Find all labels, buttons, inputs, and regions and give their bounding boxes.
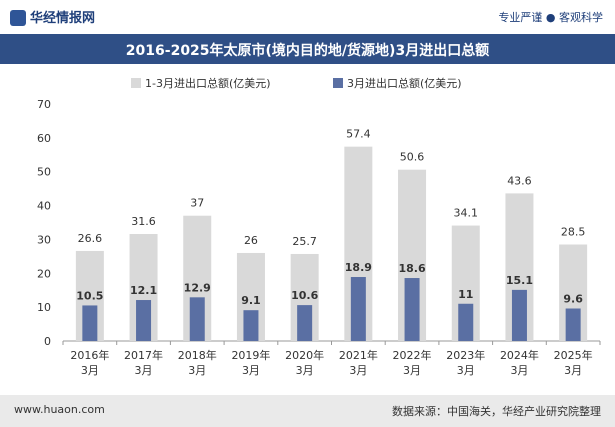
brand[interactable]: 华经情报网	[10, 7, 95, 27]
y-tick-label: 70	[37, 98, 51, 111]
x-tick-label: 3月	[188, 364, 206, 377]
legend-label-march: 3月进出口总额(亿美元)	[347, 76, 462, 90]
y-tick-label: 50	[37, 166, 51, 179]
data-label-march: 10.5	[76, 289, 103, 302]
data-label-march: 10.6	[291, 289, 318, 302]
bar-march	[350, 277, 366, 341]
x-tick-label: 3月	[457, 364, 475, 377]
x-tick-label: 3月	[242, 364, 260, 377]
y-tick-label: 60	[37, 132, 51, 145]
x-tick-label: 2018年	[178, 348, 217, 362]
data-label-march: 15.1	[506, 274, 533, 287]
x-tick-label: 3月	[510, 364, 528, 377]
x-tick-label: 2020年	[285, 348, 324, 362]
data-label-total: 43.6	[507, 174, 532, 187]
x-tick-label: 2023年	[446, 348, 485, 362]
data-label-total: 26	[244, 234, 258, 247]
title-bar: 2016-2025年太原市(境内目的地/货源地)3月进出口总额	[0, 34, 615, 64]
x-tick-label: 3月	[81, 364, 99, 377]
x-tick-label: 2025年	[554, 348, 593, 362]
bar-march	[511, 289, 527, 341]
y-tick-label: 30	[37, 233, 51, 246]
data-label-march: 9.1	[241, 294, 261, 307]
chart-title: 2016-2025年太原市(境内目的地/货源地)3月进出口总额	[125, 43, 490, 59]
x-tick-label: 2017年	[124, 348, 163, 362]
data-label-march: 12.1	[130, 284, 157, 297]
bar-march	[458, 303, 474, 341]
bar-march	[243, 310, 259, 341]
brand-name: 华经情报网	[30, 11, 96, 26]
footer-url[interactable]: www.huaon.com	[14, 403, 105, 416]
brand-logo-icon	[10, 9, 26, 26]
data-label-march: 9.6	[563, 292, 583, 305]
legend-swatch-march	[333, 78, 343, 88]
data-label-total: 26.6	[78, 232, 103, 245]
x-tick-label: 3月	[403, 364, 421, 377]
x-tick-label: 2022年	[393, 348, 432, 362]
data-label-total: 50.6	[400, 151, 425, 164]
y-tick-label: 20	[37, 267, 51, 280]
x-tick-label: 2019年	[231, 348, 270, 362]
data-label-total: 25.7	[292, 235, 317, 248]
slogan: 专业严谨 ● 客观科学	[498, 11, 603, 24]
x-tick-label: 3月	[564, 364, 582, 377]
bar-march	[82, 305, 98, 341]
bar-march	[189, 297, 205, 341]
data-label-total: 37	[190, 197, 204, 210]
y-tick-label: 10	[37, 301, 51, 314]
data-label-march: 18.6	[398, 262, 425, 275]
x-tick-label: 3月	[296, 364, 314, 377]
bar-march	[404, 278, 420, 341]
data-label-march: 11	[458, 288, 473, 301]
data-label-total: 28.5	[561, 226, 586, 239]
data-label-total: 57.4	[346, 128, 371, 141]
x-tick-label: 2016年	[70, 348, 109, 362]
legend-label-total: 1-3月进出口总额(亿美元)	[145, 76, 271, 90]
bar-march	[565, 308, 581, 341]
data-label-march: 12.9	[184, 281, 211, 294]
bar-march	[136, 300, 152, 341]
data-label-total: 34.1	[454, 207, 479, 220]
x-tick-label: 2024年	[500, 348, 539, 362]
data-label-total: 31.6	[131, 215, 156, 228]
footer-source: 数据来源：中国海关，华经产业研究院整理	[392, 405, 601, 418]
legend-swatch-total	[131, 78, 141, 88]
bar-march	[297, 305, 313, 341]
y-tick-label: 0	[44, 335, 51, 348]
top-bar: 华经情报网 专业严谨 ● 客观科学	[0, 0, 615, 34]
x-tick-label: 2021年	[339, 348, 378, 362]
x-tick-label: 3月	[349, 364, 367, 377]
x-tick-label: 3月	[135, 364, 153, 377]
data-label-march: 18.9	[345, 261, 372, 274]
y-tick-label: 40	[37, 200, 51, 213]
chart: 1-3月进出口总额(亿美元) 3月进出口总额(亿美元) 0 10 20 30 40 50 60 7…	[37, 76, 601, 377]
footer: www.huaon.com 数据来源：中国海关，华经产业研究院整理	[0, 395, 615, 427]
